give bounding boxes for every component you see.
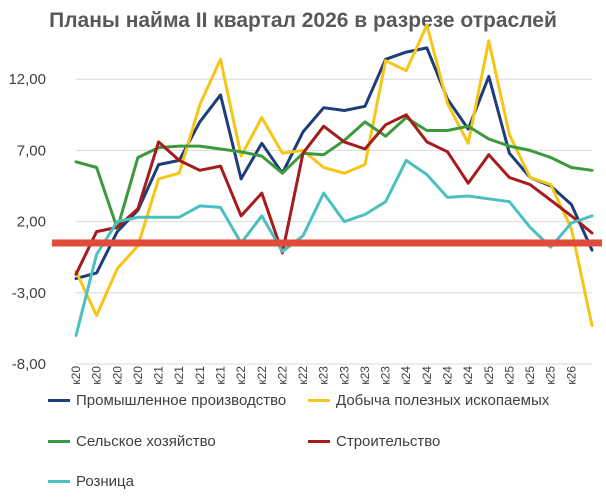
x-tick-label: 2к24 (420, 366, 434, 384)
x-tick-label: 1к22 (234, 366, 248, 384)
x-tick-label: 1к23 (317, 366, 331, 384)
reference-line-group (52, 239, 602, 247)
chart-title: Планы найма II квартал 2026 в разрезе от… (49, 9, 557, 32)
series-line (74, 116, 594, 231)
x-tick-label: 2к25 (502, 366, 516, 384)
x-tick-label: 4к21 (213, 366, 227, 384)
y-tick-label: 7,00 (17, 142, 46, 159)
x-tick-label: 4к24 (461, 366, 475, 384)
legend-label: Сельское хозяйство (76, 432, 216, 450)
legend-label: Розница (76, 472, 134, 490)
x-tick-label: 1к25 (482, 366, 496, 384)
x-tick-label: 4к25 (544, 366, 558, 384)
x-tick-label: 4к20 (131, 366, 145, 384)
legend: Промышленное производство Добыча полезных… (0, 384, 606, 494)
x-tick-label: 2к22 (255, 366, 269, 384)
y-tick-label: -3,00 (12, 285, 46, 302)
series-line (74, 46, 594, 281)
x-tick-label: 1к26 (564, 366, 578, 384)
legend-item: Сельское хозяйство (48, 431, 216, 451)
x-tick-label: 1к21 (152, 366, 166, 384)
legend-swatch (48, 398, 70, 402)
series-lines (74, 23, 594, 337)
x-tick-label: 3к22 (275, 366, 289, 384)
legend-swatch (48, 439, 70, 443)
legend-swatch (48, 479, 70, 483)
legend-item: Строительство (308, 431, 440, 451)
x-tick-label: 3к20 (110, 366, 124, 384)
x-tick-label: 4к23 (379, 366, 393, 384)
x-tick-label: 3к21 (193, 366, 207, 384)
reference-line (52, 239, 602, 247)
legend-swatch (308, 439, 330, 443)
series-line (74, 23, 594, 328)
x-tick-label: 2к20 (90, 366, 104, 384)
x-tick-label: 2к21 (172, 366, 186, 384)
gridlines (76, 78, 592, 365)
x-tick-label: 3к25 (523, 366, 537, 384)
legend-item: Розница (48, 471, 134, 491)
legend-label: Промышленное производство (76, 391, 287, 409)
y-tick-label: -8,00 (12, 356, 46, 373)
series-line (74, 113, 594, 276)
x-tick-label: 2к23 (337, 366, 351, 384)
y-axis-tick-labels: 12,00 7,00 2,00 -3,00 -8,00 (8, 71, 46, 373)
legend-item: Промышленное производство (48, 390, 286, 410)
legend-item: Добыча полезных ископаемых (308, 390, 549, 410)
x-tick-label: 4к22 (296, 366, 310, 384)
x-tick-label: 3к24 (441, 366, 455, 384)
legend-label: Строительство (336, 432, 441, 450)
x-tick-label: 1к20 (69, 366, 83, 384)
legend-label: Добыча полезных ископаемых (336, 391, 550, 409)
y-tick-label: 2,00 (17, 214, 46, 231)
x-axis-tick-labels: 1к20 2к20 3к20 4к20 1к21 2к21 3к21 4к21 1к22 2к22… (69, 366, 578, 384)
legend-swatch (308, 398, 330, 402)
x-tick-label: 3к23 (358, 366, 372, 384)
x-tick-label: 1к24 (399, 366, 413, 384)
series-line (74, 158, 594, 337)
line-chart: 12,00 7,00 2,00 -3,00 -8,00 1к20 2к20 3к20 4к20… (8, 23, 602, 384)
y-tick-label: 12,00 (8, 71, 46, 88)
